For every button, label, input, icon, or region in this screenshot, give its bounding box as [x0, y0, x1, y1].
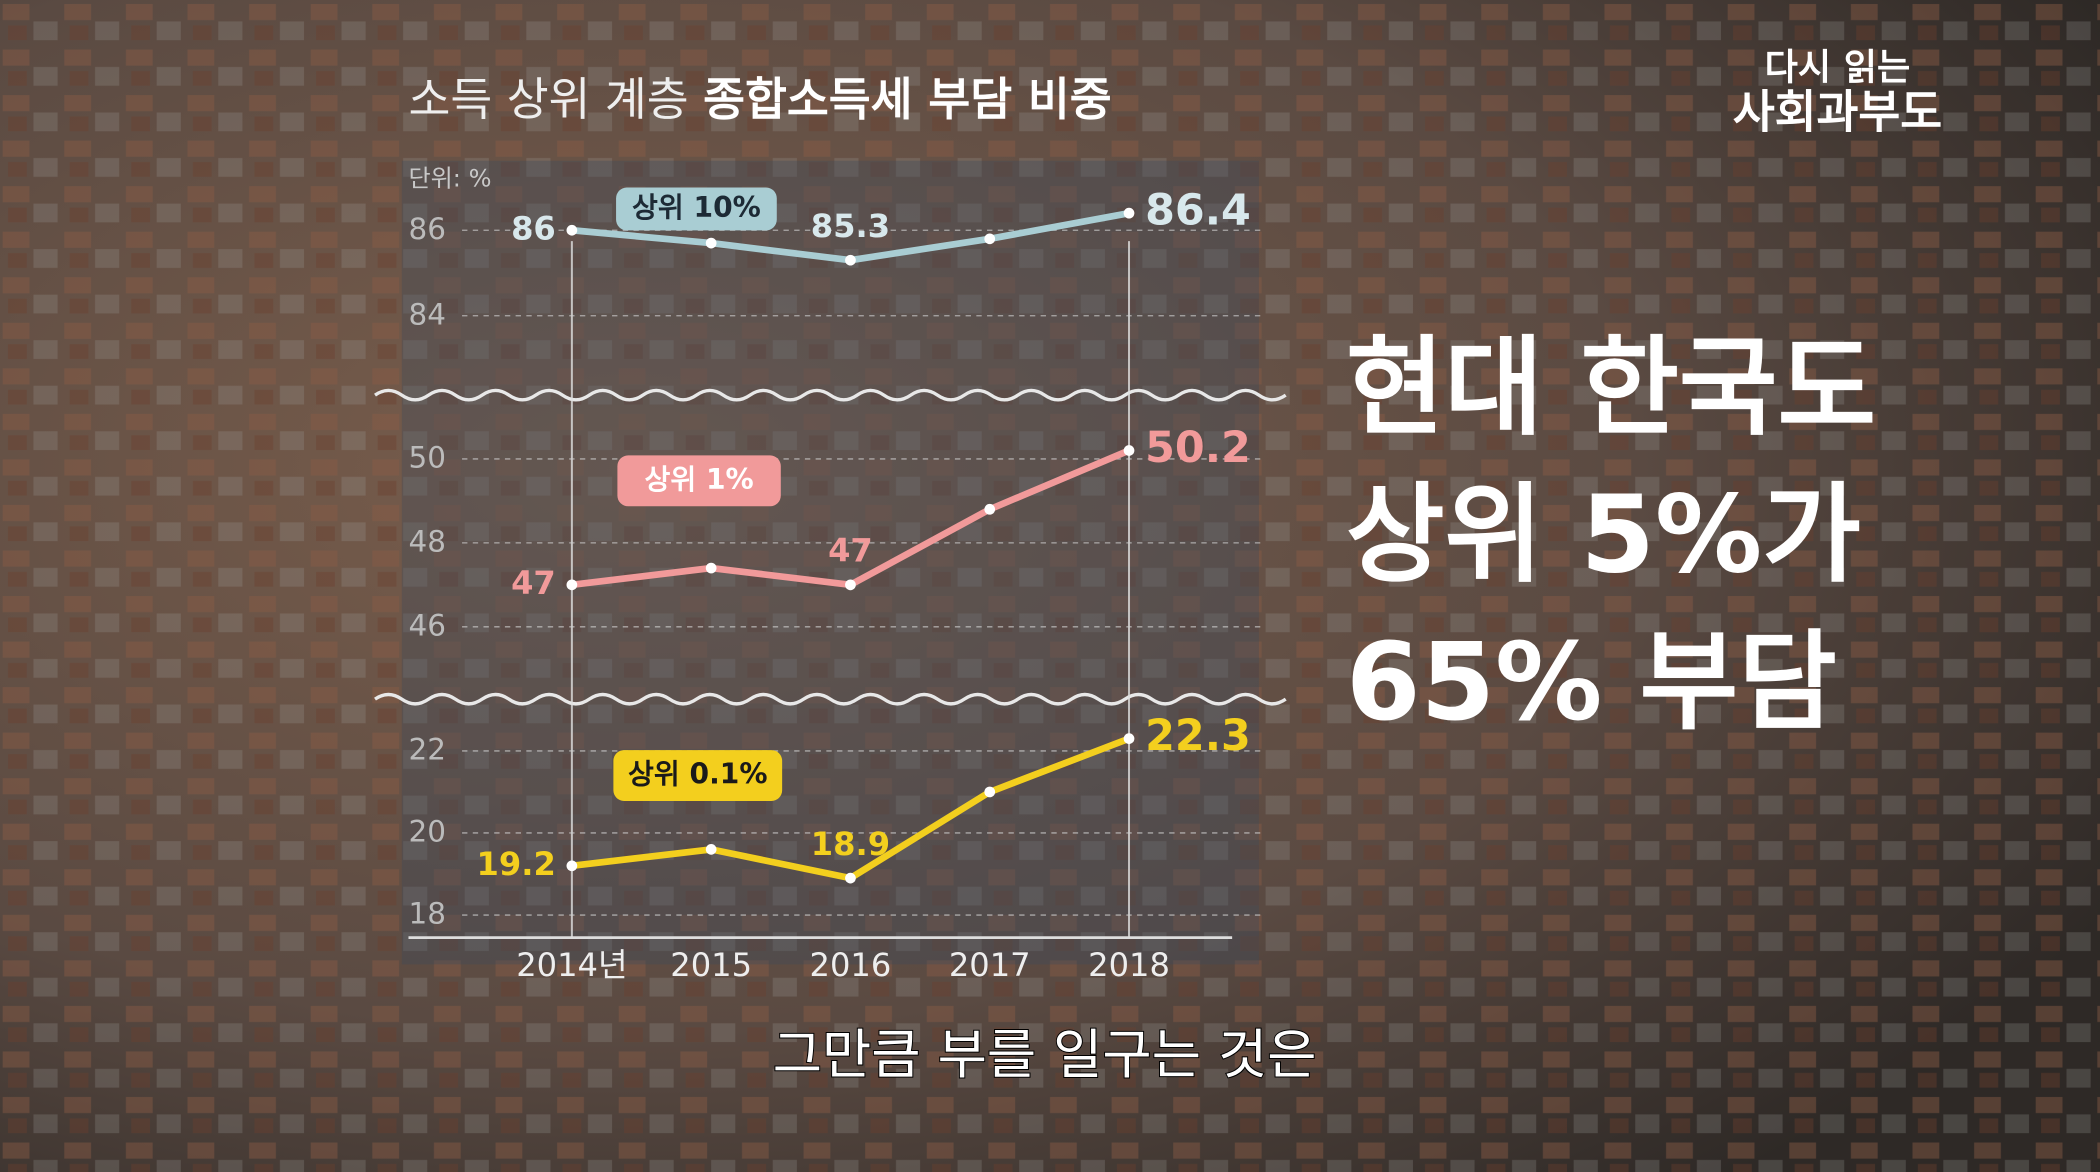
value-label: 86 [511, 209, 556, 247]
chart-backdrop [401, 160, 1259, 965]
y-tick-label: 48 [408, 524, 445, 558]
point [984, 786, 996, 798]
point [705, 844, 717, 855]
point [566, 860, 578, 872]
legend-label: 상위 1% [644, 463, 753, 496]
y-tick-label: 22 [408, 732, 445, 766]
y-tick-label: 84 [408, 297, 445, 331]
subtitle: 그만큼 부를 일구는 것은 [773, 1023, 1317, 1086]
point [1123, 207, 1135, 219]
title-emphasis: 종합소득세 부담 비중 [703, 72, 1112, 125]
unit-label: 단위: % [408, 164, 491, 192]
y-tick-label: 18 [408, 897, 445, 931]
point [566, 579, 578, 591]
value-label: 19.2 [477, 845, 556, 883]
value-label: 50.2 [1145, 423, 1251, 473]
value-label: 22.3 [1145, 711, 1251, 761]
logo-line: 다시 읽는 [1765, 46, 1911, 89]
value-label: 47 [511, 564, 556, 602]
chart-title: 소득 상위 계층 종합소득세 부담 비중 [408, 72, 1111, 125]
x-tick-label: 2016 [810, 946, 892, 984]
caption-line: 상위 5%가 [1346, 474, 1861, 598]
y-tick-label: 50 [408, 440, 445, 474]
value-label: 47 [828, 532, 873, 570]
point [566, 224, 578, 236]
y-tick-label: 86 [408, 212, 445, 246]
legend-label: 상위 10% [632, 191, 761, 224]
axis-break [374, 692, 1287, 706]
point [845, 579, 856, 591]
axis-break [374, 388, 1287, 402]
legend-badge [616, 187, 777, 231]
x-tick-label: 2015 [670, 946, 752, 984]
x-tick-label: 2018 [1088, 946, 1170, 984]
caption-line: 현대 한국도 [1346, 326, 1876, 450]
point [705, 237, 717, 249]
x-tick-label: 2017 [949, 946, 1031, 984]
point [705, 562, 717, 574]
y-tick-label: 20 [408, 814, 445, 848]
point [845, 254, 856, 266]
caption-line: 65% 부담 [1346, 621, 1837, 745]
legend-badge [613, 750, 783, 801]
logo-line: 사회과부도 [1733, 86, 1942, 139]
y-tick-label: 46 [408, 608, 445, 642]
value-label: 85.3 [811, 207, 890, 245]
value-label: 86.4 [1145, 186, 1251, 236]
point [1123, 445, 1135, 456]
point [984, 503, 996, 515]
legend-badge [617, 455, 781, 507]
point [845, 872, 856, 884]
title-part: 소득 상위 계층 [408, 72, 688, 125]
x-tick-label: 2014년 [516, 946, 627, 984]
point [1123, 733, 1135, 744]
value-label: 18.9 [811, 825, 890, 863]
point [984, 233, 996, 245]
legend-label: 상위 0.1% [628, 758, 767, 791]
